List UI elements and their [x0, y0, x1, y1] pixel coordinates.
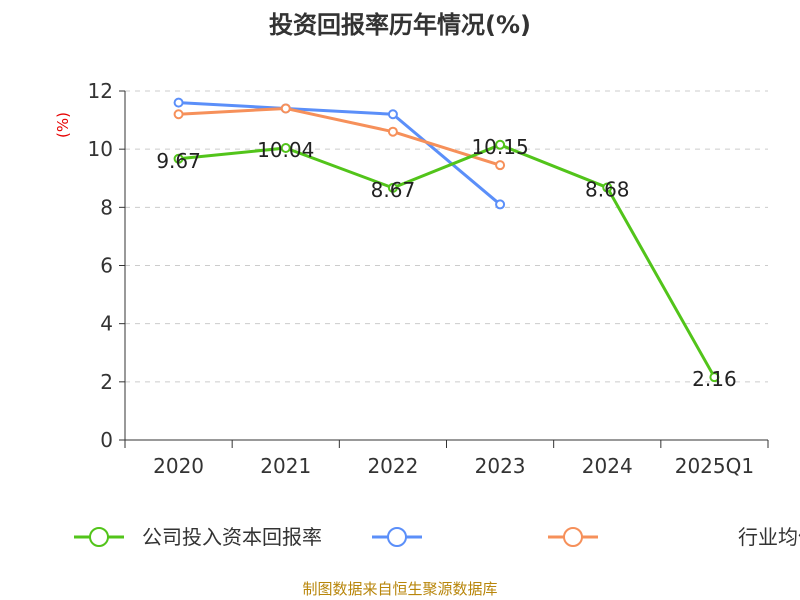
legend-swatch-marker [89, 527, 109, 547]
y-tick-label: 12 [88, 79, 113, 103]
data-source-note: 制图数据来自恒生聚源数据库 [302, 580, 497, 598]
series-lines [173, 97, 720, 383]
y-tick-label: 10 [88, 137, 113, 161]
x-tick-label: 2023 [475, 454, 526, 478]
data-label: 8.67 [371, 178, 416, 202]
y-tick-label: 6 [100, 254, 113, 278]
series-line-1 [178, 101, 502, 206]
x-tick-label: 2025Q1 [675, 454, 754, 478]
axes: 0 2 4 6 8 10 12 2020 2021 2022 2023 2024 2025Q1 [88, 79, 769, 478]
data-label: 8.68 [585, 178, 630, 202]
data-point-0 [387, 182, 398, 193]
data-point-0 [602, 182, 613, 193]
data-point-1 [387, 109, 398, 120]
y-tick-label: 0 [100, 428, 113, 452]
legend-label: 公司投入资本回报率 [142, 525, 322, 549]
data-point-1 [495, 199, 506, 210]
data-point-0 [495, 139, 506, 150]
data-point-2 [495, 160, 506, 171]
y-axis-unit-label: (%) [54, 112, 72, 138]
x-tick-label: 2020 [153, 454, 204, 478]
data-label: 10.15 [471, 135, 528, 159]
data-point-0 [709, 372, 720, 383]
series-line-0 [178, 143, 716, 378]
data-point-1 [173, 97, 184, 108]
legend: 公司投入资本回报率行业均值行业中位数 [74, 525, 800, 549]
data-point-2 [280, 103, 291, 114]
x-tick-label: 2022 [367, 454, 418, 478]
legend-label: 行业均值 [738, 525, 800, 549]
x-tick-label: 2021 [260, 454, 311, 478]
y-tick-label: 2 [100, 370, 113, 394]
data-point-0 [280, 143, 291, 154]
series-line-2 [178, 106, 501, 167]
data-point-2 [173, 109, 184, 120]
data-label: 2.16 [692, 367, 737, 391]
data-point-2 [387, 126, 398, 137]
data-label: 10.04 [257, 138, 314, 162]
data-point-0 [173, 153, 184, 164]
y-tick-label: 4 [100, 312, 113, 336]
legend-swatch-marker [563, 527, 583, 547]
y-tick-label: 8 [100, 195, 113, 219]
gridlines [125, 90, 768, 383]
x-tick-label: 2024 [582, 454, 633, 478]
chart-title: 投资回报率历年情况(%) [269, 11, 531, 39]
legend-swatch-marker [387, 527, 407, 547]
data-label: 9.67 [156, 149, 201, 173]
data-labels: 9.67 10.04 8.67 10.15 8.68 2.16 [156, 135, 736, 391]
